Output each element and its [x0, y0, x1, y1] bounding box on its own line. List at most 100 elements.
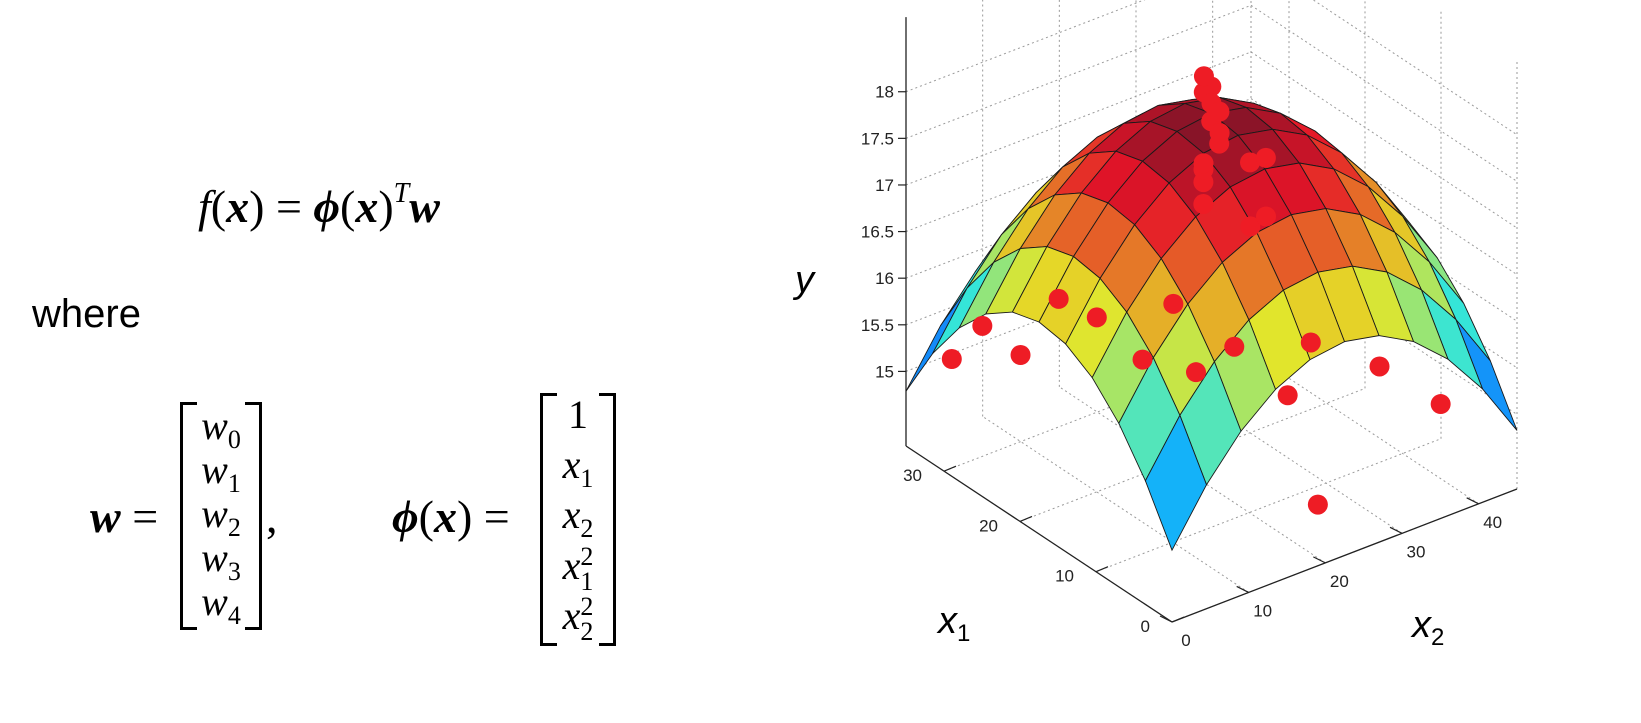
main-equation: f(x) = ϕ(x)Tw	[198, 177, 440, 233]
phi-entry-2: x2	[540, 495, 616, 542]
phi-right-bracket	[599, 393, 616, 646]
surface-patch	[905, 287, 968, 392]
surface-patch	[1455, 319, 1518, 431]
phi-entry-sub: 2	[580, 616, 594, 646]
grid-line	[905, 98, 1252, 233]
x2-tick	[1313, 556, 1326, 564]
x1-axis-label: x1	[936, 600, 970, 647]
x2-tick	[1466, 497, 1479, 505]
data-point	[1277, 385, 1298, 406]
w-entry-sub: 3	[227, 557, 241, 586]
eq-lparen-2: (	[340, 181, 356, 232]
eq-x: x	[226, 181, 250, 232]
data-point	[1307, 494, 1328, 515]
x1-tick-label: 0	[1141, 617, 1150, 636]
eq-f: f	[198, 181, 211, 232]
grid-line	[982, 416, 1249, 593]
x2-tick-label: 40	[1483, 513, 1502, 532]
w-entry-3: w3	[180, 538, 262, 585]
grid-line	[905, 51, 1252, 186]
w-entry-base: w	[201, 447, 228, 492]
data-point	[1300, 332, 1321, 353]
z-tick-label: 15.5	[861, 316, 894, 335]
x2-tick	[1389, 526, 1403, 534]
phi-vector-lhs: ϕ(x) =	[392, 491, 510, 542]
x2-axis-label: x2	[1410, 604, 1444, 651]
data-point	[1209, 122, 1230, 143]
data-point	[1193, 194, 1214, 215]
w-vector-matrix: w0 w1 w2 w3 w4	[180, 402, 262, 630]
z-tick-label: 15	[875, 362, 894, 381]
data-point	[1048, 288, 1069, 309]
x2-tick-label: 20	[1330, 572, 1349, 591]
x1-tick-label: 20	[979, 516, 998, 535]
eq-rparen-2: )	[378, 181, 394, 232]
z-tick-label: 17	[875, 176, 894, 195]
phi-entry-base: 1	[568, 392, 588, 437]
grid-line	[905, 4, 1252, 139]
x1-tick-label: 10	[1055, 567, 1074, 586]
w-left-bracket	[180, 402, 197, 630]
x1-tick	[1019, 515, 1033, 522]
chart-ticks: 15 15.5 16 16.5 17 17.5 18 0 10 20 30 0 10 20 30 40	[861, 83, 1502, 650]
grid-line	[1250, 144, 1518, 322]
eq-x-2: x	[355, 181, 379, 232]
eq-transpose: T	[393, 177, 410, 209]
x1-tick	[943, 465, 957, 472]
phi-equals: =	[483, 491, 510, 542]
chart-labels: y x1 x2	[792, 259, 1444, 651]
x1-tick	[1095, 566, 1109, 573]
x2-axis-line	[1171, 488, 1518, 623]
phi-entry-sup: 2	[580, 592, 594, 621]
phi-entry-base: x	[562, 442, 581, 487]
z-tick-label: 16	[875, 269, 894, 288]
phi-entry-base: x	[562, 492, 581, 537]
grid-line	[1250, 4, 1518, 182]
data-point	[1132, 349, 1153, 370]
data-point	[1209, 101, 1230, 122]
data-point	[1010, 345, 1031, 366]
chart-surface	[905, 97, 1518, 552]
chart-points	[941, 66, 1451, 515]
phi-x: x	[433, 491, 457, 542]
surface-patch	[1144, 414, 1207, 552]
data-point	[1186, 362, 1206, 383]
z-tick-label: 17.5	[861, 129, 894, 148]
data-point	[1163, 293, 1184, 314]
phi-entry-base: x	[562, 542, 581, 588]
phi-vector-matrix: 1 x1 x2 x 2 1 x 2 2	[540, 393, 616, 646]
x2-tick-label: 10	[1253, 601, 1272, 620]
w-entry-0: w0	[180, 406, 262, 453]
w-entry-base: w	[201, 403, 228, 448]
w-entry-4: w4	[180, 582, 262, 629]
w-entry-2: w2	[180, 494, 262, 541]
w-right-bracket	[245, 402, 262, 630]
data-point	[1193, 153, 1214, 174]
grid-line	[1019, 387, 1366, 522]
data-point	[1369, 356, 1390, 377]
data-point	[1430, 394, 1451, 415]
x2-tick	[1159, 615, 1173, 623]
w-comma: ,	[266, 491, 278, 542]
z-axis-label: y	[792, 259, 816, 301]
eq-lparen: (	[210, 181, 227, 232]
data-point	[1224, 336, 1245, 357]
w-equals: =	[132, 491, 159, 542]
x2-tick-label: 0	[1181, 631, 1190, 650]
x2-tick	[1236, 585, 1249, 593]
phi-entry-0: 1	[540, 395, 616, 435]
grid-line	[1095, 438, 1442, 573]
eq-rparen: )	[249, 181, 265, 232]
x1-tick-label: 30	[903, 466, 922, 485]
grid-line	[1312, 0, 1518, 136]
w-entry-1: w1	[180, 450, 262, 497]
where-text: where	[32, 292, 141, 336]
phi-entry-sub: 1	[580, 464, 594, 493]
data-point	[1255, 147, 1276, 168]
x1-tick	[1171, 616, 1185, 623]
eq-w: w	[409, 181, 440, 232]
grid-line	[1250, 98, 1518, 275]
